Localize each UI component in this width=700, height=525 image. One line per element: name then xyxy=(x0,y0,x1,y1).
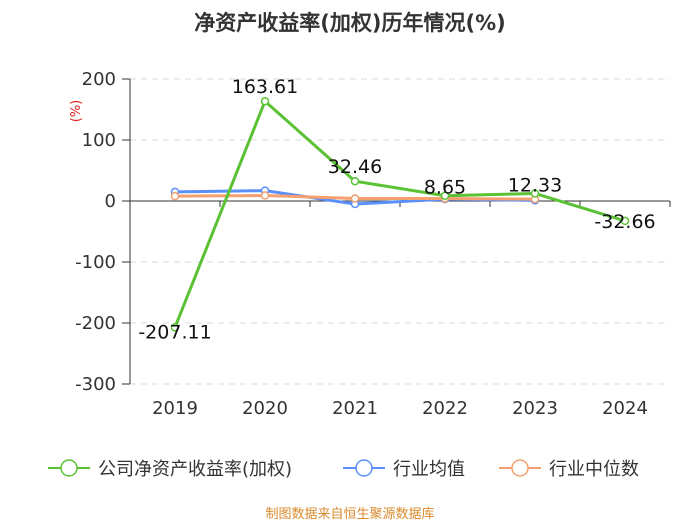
y-axis-unit: (%) xyxy=(69,100,84,123)
y-tick-label: 0 xyxy=(105,191,116,212)
legend[interactable]: 公司净资产收益率(加权) 行业均值 行业中位数 xyxy=(48,459,639,480)
y-tick-label: -200 xyxy=(75,313,116,334)
legend-label-1[interactable]: 行业均值 xyxy=(393,459,465,480)
data-label: 32.46 xyxy=(328,156,382,178)
x-tick-label: 2021 xyxy=(332,398,378,419)
legend-marker-1[interactable] xyxy=(355,459,373,477)
series-point-2[interactable] xyxy=(170,191,180,201)
axes: 200 100 0 -100 -200 -300 2019 2020 2021 2022 2023 2… xyxy=(75,69,671,419)
series-point-0[interactable] xyxy=(440,191,450,200)
legend-marker-2[interactable] xyxy=(511,459,529,477)
y-tick-label: -100 xyxy=(75,252,116,273)
x-tick-label: 2019 xyxy=(152,398,198,419)
x-tick-label: 2022 xyxy=(422,398,468,419)
y-tick-label: -300 xyxy=(75,374,116,395)
series-line-0 xyxy=(173,99,626,328)
grid-lines xyxy=(130,78,670,385)
data-labels: -207.11 163.61 32.46 8.65 12.33 -32.66 xyxy=(138,76,655,343)
data-label: 12.33 xyxy=(508,174,562,196)
chart-title: 净资产收益率(加权)历年情况(%) xyxy=(194,11,505,35)
legend-marker-0[interactable] xyxy=(60,459,78,477)
data-label: 163.61 xyxy=(232,76,298,98)
x-tick-label: 2024 xyxy=(602,398,648,419)
source-note: 制图数据来自恒生聚源数据库 xyxy=(265,506,434,522)
legend-label-0[interactable]: 公司净资产收益率(加权) xyxy=(98,459,292,480)
data-label: 8.65 xyxy=(424,177,466,199)
y-tick-label: 100 xyxy=(82,130,116,151)
series-point-0[interactable] xyxy=(260,96,270,106)
series-point-2[interactable] xyxy=(350,194,360,203)
series-point-0[interactable] xyxy=(620,216,630,226)
series-point-0[interactable] xyxy=(170,323,180,332)
series-point-0[interactable] xyxy=(530,189,540,198)
series-layer xyxy=(170,96,630,332)
data-label: -32.66 xyxy=(594,211,655,233)
x-tick-label: 2020 xyxy=(242,398,288,419)
x-tick-label: 2023 xyxy=(512,398,558,419)
y-tick-label: 200 xyxy=(82,69,116,90)
series-point-2[interactable] xyxy=(260,191,270,200)
series-point-0[interactable] xyxy=(350,176,360,186)
data-label: -207.11 xyxy=(138,321,211,343)
legend-label-2[interactable]: 行业中位数 xyxy=(549,459,639,480)
